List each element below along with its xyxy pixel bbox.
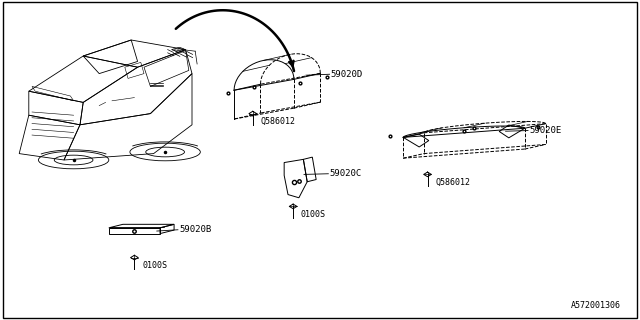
Text: A572001306: A572001306 [571,301,621,310]
Text: 59020C: 59020C [330,169,362,178]
Text: 59020B: 59020B [179,225,211,234]
Text: 59020D: 59020D [331,70,363,79]
Text: 59020E: 59020E [529,126,561,135]
Text: 0100S: 0100S [142,261,167,270]
Text: Q586012: Q586012 [435,178,470,187]
Text: Q586012: Q586012 [260,117,296,126]
Text: 0100S: 0100S [301,210,326,219]
